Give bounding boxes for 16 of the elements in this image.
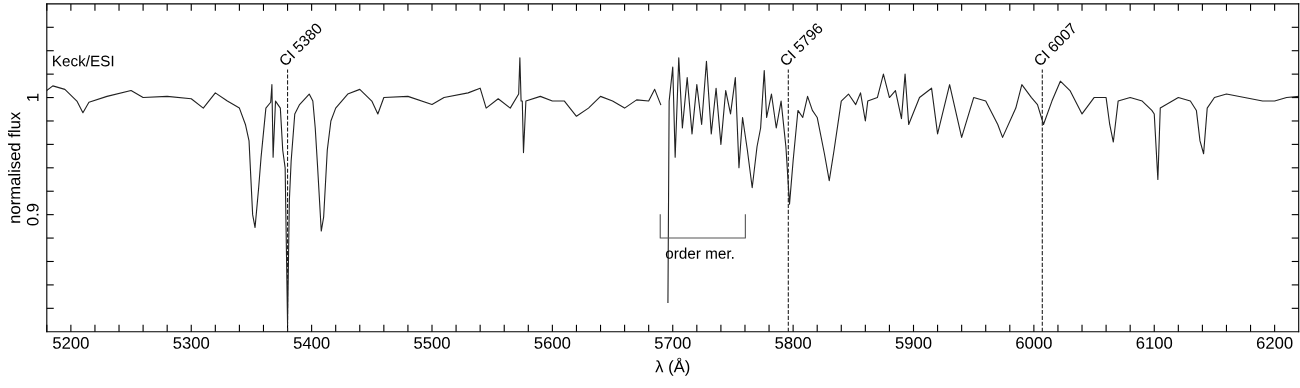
x-tick-label: 5800 xyxy=(775,337,812,349)
y-axis-title: normalised flux xyxy=(8,111,21,223)
x-tick-label: 5500 xyxy=(414,337,450,349)
x-tick-label: 5200 xyxy=(53,337,89,349)
y-tick-label: 0.9 xyxy=(26,203,39,226)
x-tick-label: 5400 xyxy=(293,337,330,349)
x-tick-label: 6100 xyxy=(1136,337,1173,349)
x-axis-title: λ (Å) xyxy=(655,357,690,376)
x-tick-label: 5600 xyxy=(534,337,571,349)
x-tick-label: 5700 xyxy=(654,337,691,349)
annotation: Keck/ESI xyxy=(53,55,114,67)
x-tick-label: 6000 xyxy=(1016,337,1052,349)
x-tick-label: 6200 xyxy=(1256,337,1293,349)
x-tick-label: 5900 xyxy=(895,337,932,349)
x-tick-label: 5300 xyxy=(173,337,210,349)
y-tick-label: 1 xyxy=(27,93,39,101)
